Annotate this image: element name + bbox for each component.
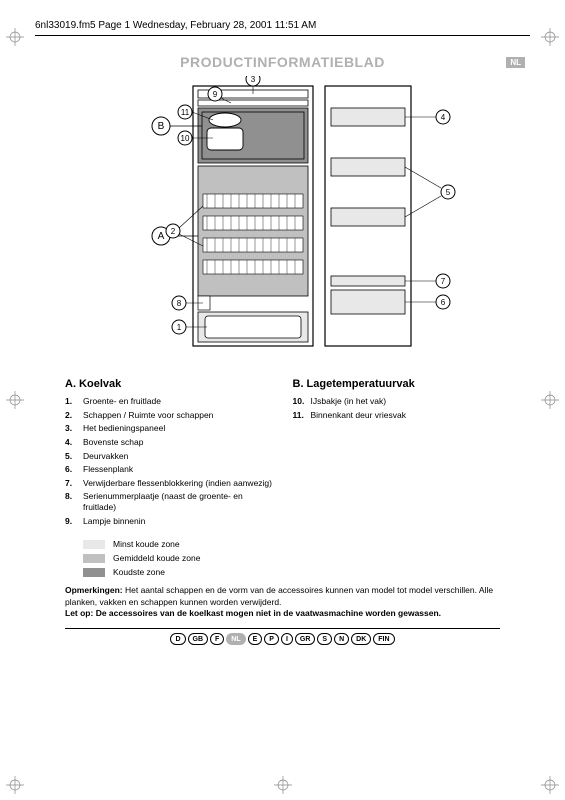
lang-pill-gb: GB bbox=[188, 633, 209, 645]
item-number: 3. bbox=[65, 423, 83, 434]
list-item: 6.Flessenplank bbox=[65, 464, 273, 475]
item-text: Lampje binnenin bbox=[83, 516, 273, 527]
callout-3: 3 bbox=[250, 76, 255, 84]
cropmark-mr bbox=[541, 391, 559, 409]
lang-pill-dk: DK bbox=[351, 633, 371, 645]
item-text: IJsbakje (in het vak) bbox=[311, 396, 501, 407]
callout-A: A bbox=[157, 231, 164, 242]
cropmark-tr bbox=[541, 28, 559, 46]
lang-pill-p: P bbox=[264, 633, 279, 645]
lang-pill-d: D bbox=[170, 633, 185, 645]
list-item: 11.Binnenkant deur vriesvak bbox=[293, 410, 501, 421]
list-item: 7.Verwijderbare flessenblokkering (indie… bbox=[65, 478, 273, 489]
item-text: Bovenste schap bbox=[83, 437, 273, 448]
item-number: 10. bbox=[293, 396, 311, 407]
legend-label: Minst koude zone bbox=[113, 539, 180, 549]
item-text: Deurvakken bbox=[83, 451, 273, 462]
list-item: 3.Het bedieningspaneel bbox=[65, 423, 273, 434]
item-number: 9. bbox=[65, 516, 83, 527]
section-b-heading: B. Lagetemperatuurvak bbox=[293, 378, 501, 390]
item-text: Het bedieningspaneel bbox=[83, 423, 273, 434]
cropmark-ml bbox=[6, 391, 24, 409]
cropmark-bm bbox=[274, 776, 292, 794]
callout-B: B bbox=[157, 121, 164, 132]
page-title: PRODUCTINFORMATIEBLAD bbox=[180, 54, 385, 70]
item-text: Verwijderbare flessenblokkering (indien … bbox=[83, 478, 273, 489]
item-text: Groente- en fruitlade bbox=[83, 396, 273, 407]
item-number: 4. bbox=[65, 437, 83, 448]
list-item: 1.Groente- en fruitlade bbox=[65, 396, 273, 407]
title-row: PRODUCTINFORMATIEBLAD NL bbox=[35, 54, 530, 70]
item-text: Schappen / Ruimte voor schappen bbox=[83, 410, 273, 421]
notes-label: Opmerkingen: bbox=[65, 585, 125, 595]
callout-8: 8 bbox=[176, 299, 181, 308]
callout-2: 2 bbox=[170, 227, 175, 236]
header-text: 6nl33019.fm5 Page 1 Wednesday, February … bbox=[35, 20, 530, 31]
footer-rule bbox=[65, 628, 500, 629]
list-item: 8.Serienummerplaatje (naast de groente- … bbox=[65, 491, 273, 512]
item-number: 7. bbox=[65, 478, 83, 489]
list-item: 10.IJsbakje (in het vak) bbox=[293, 396, 501, 407]
page: 6nl33019.fm5 Page 1 Wednesday, February … bbox=[0, 0, 565, 800]
lang-pill-gr: GR bbox=[295, 633, 316, 645]
legend-row: Gemiddeld koude zone bbox=[83, 553, 500, 563]
notes: Opmerkingen: Het aantal schappen en de v… bbox=[65, 585, 500, 619]
item-number: 1. bbox=[65, 396, 83, 407]
list-item: 5.Deurvakken bbox=[65, 451, 273, 462]
callout-11: 11 bbox=[180, 108, 189, 117]
legend-swatch bbox=[83, 554, 105, 563]
header-rule bbox=[35, 35, 530, 36]
item-number: 5. bbox=[65, 451, 83, 462]
list-item: 4.Bovenste schap bbox=[65, 437, 273, 448]
list-item: 2.Schappen / Ruimte voor schappen bbox=[65, 410, 273, 421]
section-a-heading: A. Koelvak bbox=[65, 378, 273, 390]
lang-pill-nl: NL bbox=[226, 633, 245, 645]
lang-pill-s: S bbox=[317, 633, 332, 645]
callout-7: 7 bbox=[440, 277, 445, 286]
item-number: 2. bbox=[65, 410, 83, 421]
callout-9: 9 bbox=[212, 90, 217, 99]
legend-label: Gemiddeld koude zone bbox=[113, 553, 200, 563]
callout-5: 5 bbox=[445, 188, 450, 197]
warn-label: Let op: bbox=[65, 608, 96, 618]
item-number: 11. bbox=[293, 410, 311, 421]
cropmark-bl bbox=[6, 776, 24, 794]
item-number: 8. bbox=[65, 491, 83, 512]
lang-pill-n: N bbox=[334, 633, 349, 645]
callout-6: 6 bbox=[440, 298, 445, 307]
language-row: DGBFNLEPIGRSNDKFIN bbox=[35, 633, 530, 645]
cropmark-br bbox=[541, 776, 559, 794]
fridge-diagram: A B 3 9 11 10 2 bbox=[35, 76, 530, 366]
section-a: A. Koelvak 1.Groente- en fruitlade2.Scha… bbox=[65, 378, 273, 529]
lang-pill-fin: FIN bbox=[373, 633, 394, 645]
item-text: Binnenkant deur vriesvak bbox=[311, 410, 501, 421]
legend: Minst koude zone Gemiddeld koude zone Koud… bbox=[83, 539, 500, 577]
callout-10: 10 bbox=[180, 134, 189, 143]
cropmark-tl bbox=[6, 28, 24, 46]
legend-swatch bbox=[83, 540, 105, 549]
warn-body: De accessoires van de koelkast mogen nie… bbox=[96, 608, 441, 618]
callout-4: 4 bbox=[440, 113, 445, 122]
lang-pill-e: E bbox=[248, 633, 263, 645]
list-item: 9.Lampje binnenin bbox=[65, 516, 273, 527]
legend-row: Koudste zone bbox=[83, 567, 500, 577]
lang-badge: NL bbox=[506, 57, 525, 68]
lang-pill-f: F bbox=[210, 633, 224, 645]
item-text: Serienummerplaatje (naast de groente- en… bbox=[83, 491, 273, 512]
columns: A. Koelvak 1.Groente- en fruitlade2.Scha… bbox=[65, 378, 500, 529]
callout-1: 1 bbox=[176, 323, 181, 332]
item-text: Flessenplank bbox=[83, 464, 273, 475]
section-b: B. Lagetemperatuurvak 10.IJsbakje (in he… bbox=[293, 378, 501, 529]
lang-pill-i: I bbox=[281, 633, 293, 645]
legend-label: Koudste zone bbox=[113, 567, 165, 577]
notes-body: Het aantal schappen en de vorm van de ac… bbox=[65, 585, 493, 606]
legend-row: Minst koude zone bbox=[83, 539, 500, 549]
item-number: 6. bbox=[65, 464, 83, 475]
legend-swatch bbox=[83, 568, 105, 577]
